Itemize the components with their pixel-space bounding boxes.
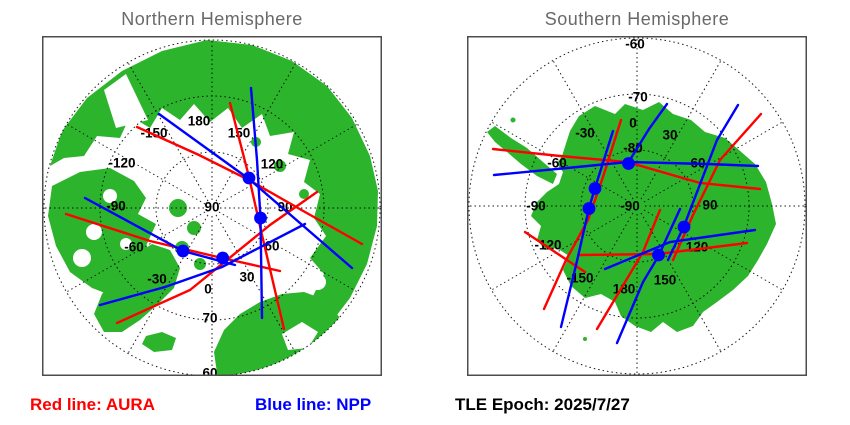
longitude-latitude-label: -60 [547,156,567,171]
longitude-latitude-label: -30 [575,126,595,141]
latitude-circle [155,151,269,265]
npp-ground-track [626,102,669,165]
landmass [510,117,516,123]
landmass [104,74,148,128]
longitude-latitude-label: 30 [239,270,254,285]
longitude-latitude-label: -70 [628,90,648,105]
aura-ground-track [228,101,286,331]
landmass [310,274,326,290]
latitude-circle [43,39,381,376]
longitude-latitude-label: 0 [204,282,212,297]
north-map-title: Northern Hemisphere [121,9,303,29]
longitude-latitude-label: 90 [702,198,717,213]
longitude-latitude-label: -80 [623,141,643,156]
latitude-circle [580,149,694,263]
longitude-latitude-label: 30 [662,128,677,143]
tle-epoch-label: TLE Epoch: 2025/7/27 [455,395,630,414]
npp-ground-track [666,103,740,262]
longitude-latitude-label: -90 [106,199,126,214]
satellite-position-layer [176,171,267,265]
satellite-position-dot [216,251,230,265]
landmass [194,258,206,270]
south-map-title: Southern Hemisphere [544,9,730,29]
graticule-layer [43,39,381,376]
longitude-latitude-label: 120 [261,157,284,172]
latitude-circle [468,37,806,375]
map-frame [42,36,382,376]
satellite-position-dot [242,171,256,185]
longitude-latitude-label: -90 [526,199,546,214]
landmass [142,332,176,352]
legend-aura-label: Red line: AURA [30,395,155,414]
npp-ground-track [615,207,682,345]
longitude-latitude-label: 60 [202,366,217,377]
aura-ground-track [542,118,623,311]
satellite-position-dot [677,220,691,234]
landmass [169,199,187,217]
satellite-position-dot [176,244,190,258]
landmass [583,337,587,341]
footer-legend: Red line: AURA Blue line: NPP TLE Epoch:… [0,395,850,417]
npp-ground-track [603,228,757,271]
landmass [282,322,318,350]
longitude-latitude-label: -90 [620,199,640,214]
satellite-position-layer [582,157,691,262]
map-frame [467,36,807,376]
longitude-latitude-label: -60 [124,240,144,255]
landmass [94,244,180,332]
landmass [299,189,309,199]
landmass [103,189,117,203]
landmass [73,249,91,267]
longitude-latitude-label: 70 [202,311,217,326]
southern-hemisphere-map: -60-70-80-900306090120150180-30-60-90-12… [467,36,807,376]
longitude-latitude-label: -60 [625,37,645,52]
landmass [86,224,102,240]
landmass [120,238,132,250]
graticule-layer [468,37,806,375]
satellite-position-dot [582,202,596,215]
longitude-latitude-label: 180 [188,114,211,129]
longitude-latitude-label: 150 [654,273,677,288]
npp-ground-track [98,222,307,307]
longitude-latitude-label: 0 [629,116,637,131]
satellite-position-dot [652,248,665,262]
satellite-position-dot [254,211,267,225]
longitude-latitude-label: 90 [204,200,219,215]
legend-npp-label: Blue line: NPP [255,395,372,414]
longitude-latitude-label: -120 [108,156,135,171]
land-layer [48,40,378,376]
satellite-position-dot [588,182,602,195]
landmass [274,160,286,172]
satellite-position-dot [622,157,635,170]
landmass [187,221,201,235]
longitude-latitude-label: -30 [147,272,167,287]
longitude-latitude-label: -120 [534,238,561,253]
longitude-latitude-label: 150 [228,126,251,141]
aura-ground-track [671,112,763,262]
aura-ground-track [115,190,319,325]
